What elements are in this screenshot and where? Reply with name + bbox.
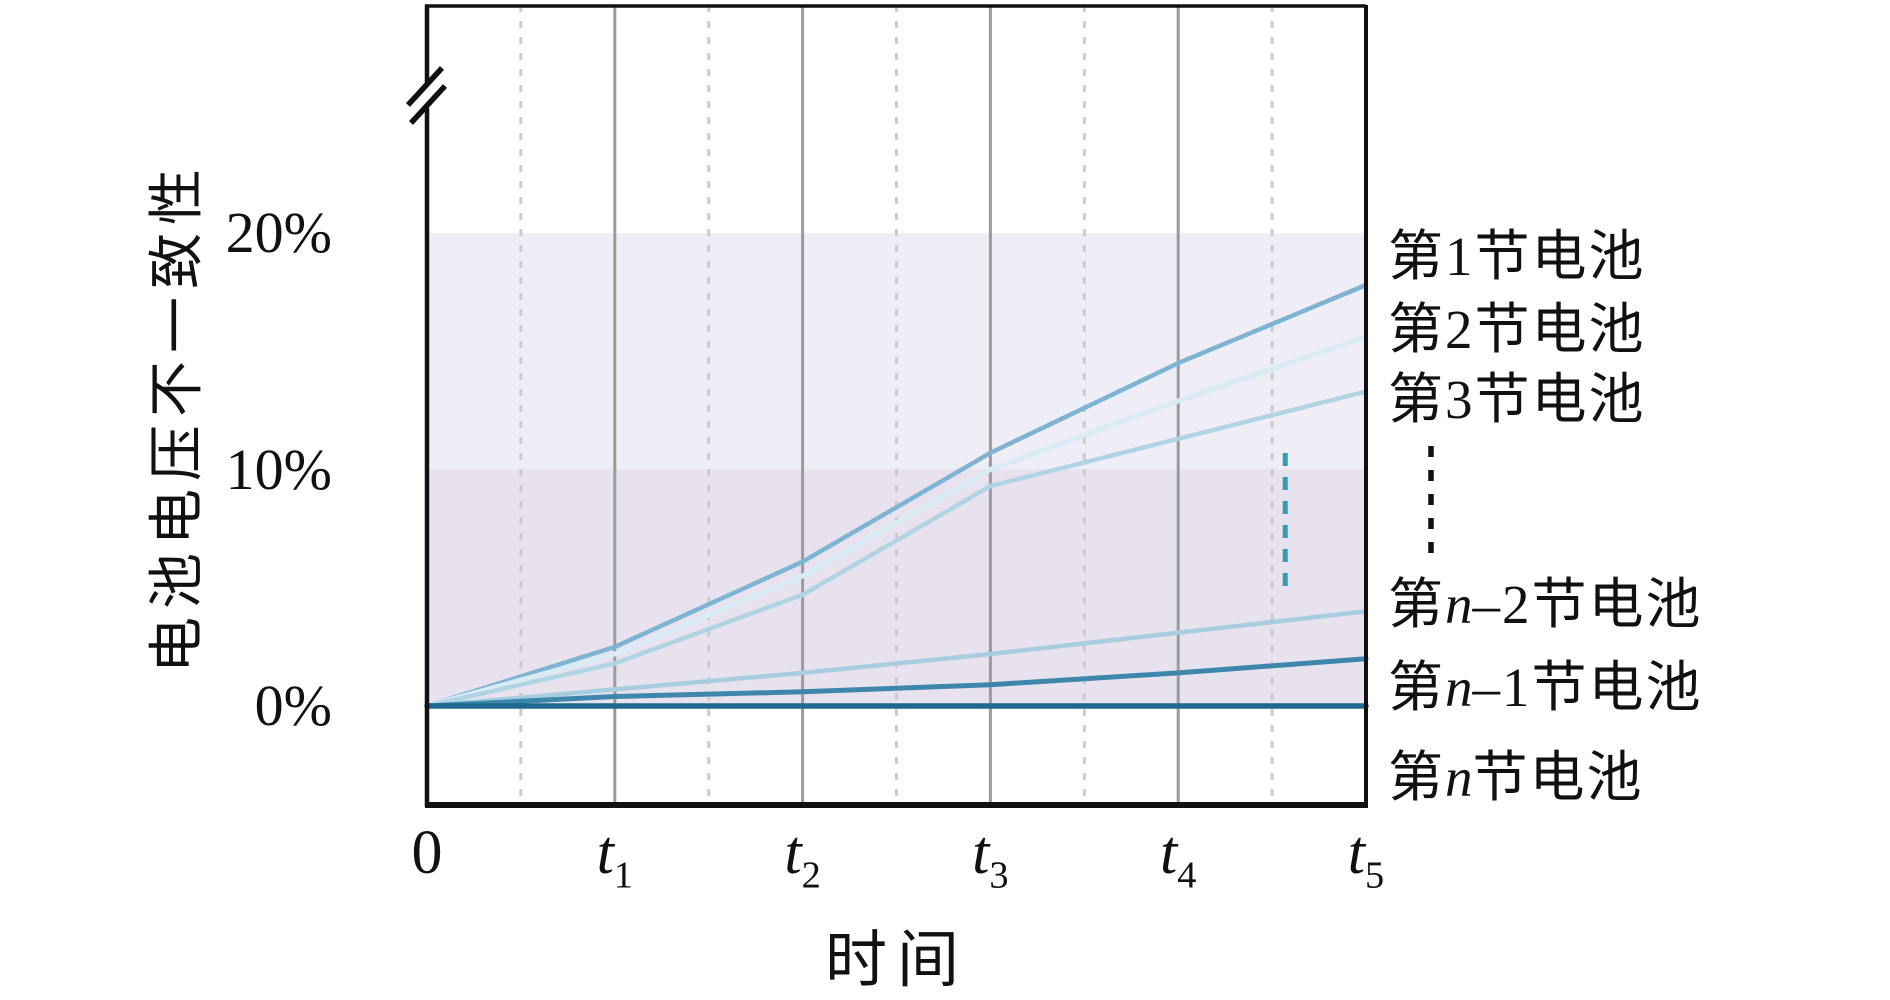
series-line-5 <box>424 656 1369 709</box>
x-tick-label-t2: t2 <box>784 819 821 897</box>
series-line-2 <box>424 334 1369 709</box>
series-label-3: 第3节电池 <box>1388 369 1646 430</box>
y-tick-label-20: 20% <box>225 200 332 265</box>
series-label-2: 第2节电池 <box>1388 299 1646 360</box>
y-axis-break-icon <box>405 66 448 125</box>
band-10-20-pct <box>427 233 1366 470</box>
x-axis-title: 时间 <box>824 927 969 995</box>
x-tick-label-t4: t4 <box>1159 819 1197 897</box>
x-tick-label-t5: t5 <box>1347 819 1385 897</box>
x-tick-label-0: 0 <box>411 819 443 887</box>
series-label-5: 第n–1节电池 <box>1388 657 1703 718</box>
x-tick-label-t1: t1 <box>596 819 634 897</box>
y-tick-label-10: 10% <box>225 436 332 502</box>
series-label-4: 第n–2节电池 <box>1388 574 1703 635</box>
series-line-1 <box>424 282 1369 709</box>
series-label-6: 第n节电池 <box>1388 747 1644 808</box>
series-line-4 <box>424 609 1369 709</box>
y-tick-label-0: 0% <box>254 673 332 738</box>
series-label-1: 第1节电池 <box>1388 226 1646 287</box>
series-line-3 <box>424 389 1369 709</box>
x-tick-label-t3: t3 <box>972 819 1009 897</box>
